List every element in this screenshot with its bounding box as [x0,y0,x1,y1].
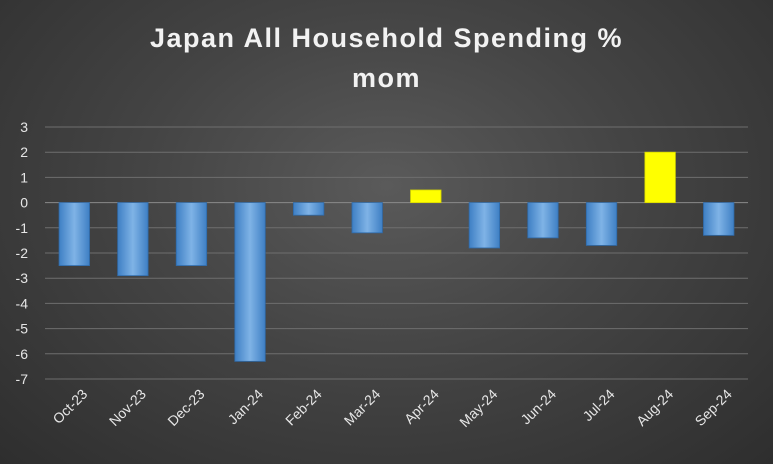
y-tick-label: 0 [20,195,28,211]
y-tick-label: -2 [16,245,29,261]
x-tick-label: Apr-24 [401,386,442,427]
chart-title-line-1: Japan All Household Spending % [149,23,624,53]
x-tick-label: May-24 [456,386,500,430]
bar-jan-24 [234,202,266,362]
bar-nov-23 [117,202,149,277]
x-tick-label: Nov-23 [106,386,149,429]
y-tick-label: 2 [20,144,28,160]
y-tick-label: -3 [16,270,29,286]
bar-may-24 [468,202,501,249]
x-tick-label: Sep-24 [692,386,735,429]
bar-jun-24 [527,202,559,239]
bar-apr-24 [410,189,442,203]
y-tick-label: -1 [16,220,29,236]
bar-mar-24 [351,202,383,234]
x-tick-label: Aug-24 [633,386,676,429]
chart-title-line-2: mom [351,63,421,93]
y-tick-label: -7 [16,371,29,387]
y-tick-label: -4 [16,295,29,311]
x-tick-label: Jun-24 [517,386,559,428]
y-tick-label: 3 [20,119,28,135]
bar-sep-24 [703,202,735,236]
bar-aug-24 [644,151,676,203]
bar-oct-23 [58,202,90,267]
y-tick-label: 1 [20,169,28,185]
bar-dec-23 [175,202,208,267]
x-tick-label: Jul-24 [579,386,617,424]
y-tick-label: -6 [16,346,29,362]
x-tick-label: Oct-23 [49,386,90,427]
x-tick-label: Jan-24 [225,386,267,428]
chart-title: Japan All Household Spending % mom [0,18,773,98]
bar-feb-24 [292,202,325,216]
x-tick-label: Feb-24 [282,386,325,429]
bar-jul-24 [585,202,618,246]
x-tick-label: Mar-24 [341,386,384,429]
x-tick-label: Dec-23 [164,386,207,429]
y-tick-label: -5 [16,321,29,337]
